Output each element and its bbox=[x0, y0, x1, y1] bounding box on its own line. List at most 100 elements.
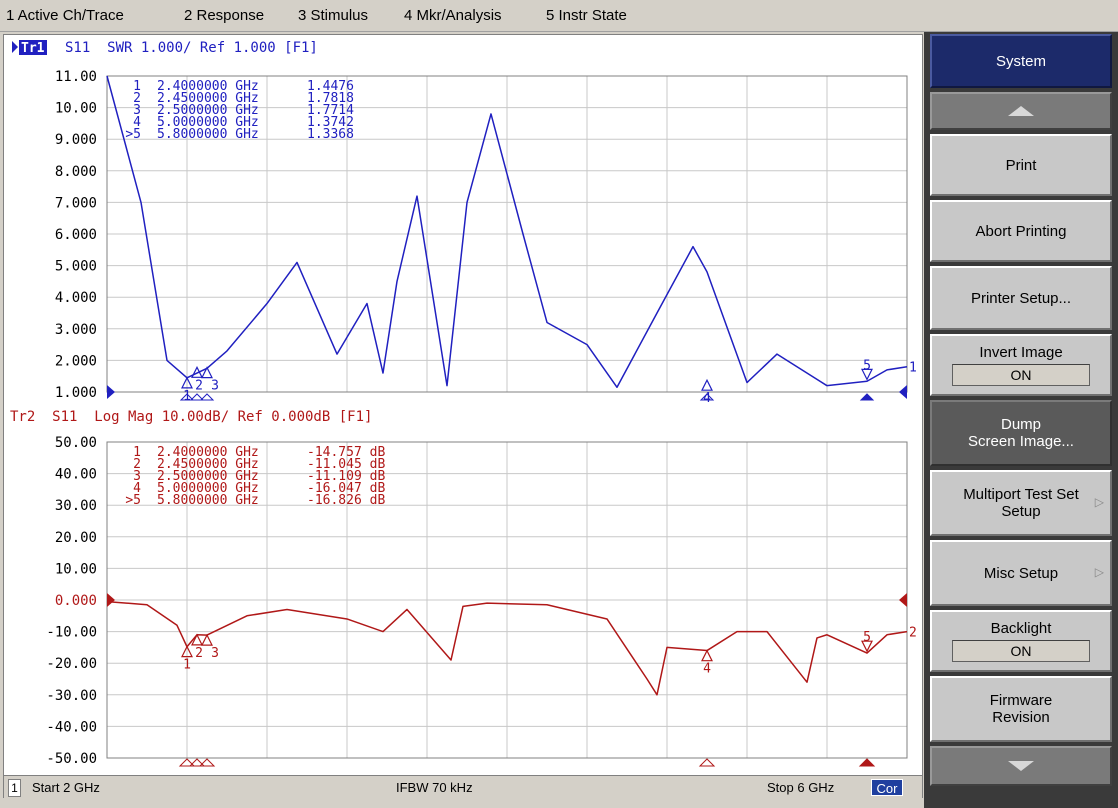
tr1-marker-value: 1.3742 bbox=[307, 115, 354, 130]
menu-response[interactable]: 2 Response bbox=[184, 7, 265, 24]
dump-screen-image-button[interactable]: Dump Screen Image... bbox=[930, 400, 1112, 466]
invert-image-label: Invert Image bbox=[979, 344, 1063, 361]
tr2-marker-position-icon bbox=[198, 758, 216, 767]
tr1-header: S11 SWR 1.000/ Ref 1.000 [F1] bbox=[65, 40, 318, 56]
tr1-ref-right-arrow-icon bbox=[899, 385, 907, 399]
tr1-ref-left-arrow-icon bbox=[107, 385, 115, 399]
dump-label-line1: Dump bbox=[1000, 416, 1041, 433]
scroll-up-button[interactable] bbox=[930, 92, 1112, 130]
tr2-ytick-label: 50.00 bbox=[55, 435, 97, 451]
multiport-label-line2: Setup bbox=[1001, 503, 1041, 520]
tr1-ytick-label: 10.00 bbox=[55, 101, 97, 117]
misc-setup-label: Misc Setup bbox=[983, 564, 1059, 582]
tr1-marker-label: 1 bbox=[183, 389, 191, 404]
tr1-ytick-label: 6.000 bbox=[55, 227, 97, 243]
abort-printing-button[interactable]: Abort Printing bbox=[930, 200, 1112, 262]
tr1-marker-position-icon bbox=[179, 393, 195, 401]
print-button[interactable]: Print bbox=[930, 134, 1112, 196]
tr1-marker-num: >5 bbox=[125, 127, 141, 142]
tr2-marker-value: -11.045 dB bbox=[307, 457, 385, 472]
tr1-ytick-label: 5.000 bbox=[55, 259, 97, 275]
printer-setup-button[interactable]: Printer Setup... bbox=[930, 266, 1112, 330]
tr1-marker-num: 1 bbox=[133, 79, 141, 94]
tr2-ref-left-arrow-icon bbox=[107, 593, 115, 607]
tr2-marker-triangle-icon bbox=[861, 640, 873, 653]
tr2-marker-label: 5 bbox=[863, 630, 871, 645]
scroll-down-button[interactable] bbox=[930, 746, 1112, 786]
multiport-test-set-setup-button[interactable]: Multiport Test Set Setup ▷ bbox=[930, 470, 1112, 536]
tr2-marker-num: 4 bbox=[133, 481, 141, 496]
dump-label-line2: Screen Image... bbox=[968, 433, 1074, 450]
status-bar: 1 Start 2 GHz IFBW 70 kHz Stop 6 GHz Cor bbox=[4, 775, 922, 799]
misc-setup-button[interactable]: Misc Setup ▷ bbox=[930, 540, 1112, 606]
tr1-marker-triangle-icon bbox=[861, 368, 873, 381]
tr2-marker-label: 1 bbox=[183, 658, 191, 673]
tr2-ytick-label: -40.00 bbox=[46, 719, 97, 735]
menu-bar: 1 Active Ch/Trace 2 Response 3 Stimulus … bbox=[0, 0, 1118, 32]
tr1-marker-freq: 5.0000000 GHz bbox=[157, 115, 259, 130]
tr2-marker-num: 3 bbox=[133, 469, 141, 484]
tr2-marker-freq: 2.4500000 GHz bbox=[157, 457, 259, 472]
tr1-marker-num: 4 bbox=[133, 115, 141, 130]
tr2-marker-label: 3 bbox=[211, 646, 219, 661]
firmware-label-line2: Revision bbox=[992, 709, 1050, 726]
tr1-marker-position-icon bbox=[699, 393, 715, 401]
tr2-marker-triangle-icon bbox=[191, 633, 203, 646]
tr1-marker-freq: 2.4000000 GHz bbox=[157, 79, 259, 94]
tr1-ytick-label: 1.000 bbox=[55, 385, 97, 401]
tr1-trace-line bbox=[106, 75, 908, 389]
tr1-marker-num: 2 bbox=[133, 91, 141, 106]
tr2-marker-label: 2 bbox=[195, 646, 203, 661]
tr2-marker-triangle-icon bbox=[201, 633, 213, 646]
multiport-label-line1: Multiport Test Set bbox=[963, 486, 1079, 503]
tr2-marker-num: 2 bbox=[133, 457, 141, 472]
tr2-marker-freq: 5.8000000 GHz bbox=[157, 493, 259, 508]
tr1-marker-position-icon bbox=[189, 393, 205, 401]
tr2-ytick-label: 20.00 bbox=[55, 530, 97, 546]
backlight-label: Backlight bbox=[990, 620, 1052, 637]
tr1-marker-triangle-icon bbox=[201, 366, 213, 379]
tr2-trace-end-label: 2 bbox=[909, 626, 917, 641]
firmware-label-line1: Firmware bbox=[989, 692, 1053, 709]
tr1-marker-value: 1.4476 bbox=[307, 79, 354, 94]
tr1-marker-value: 1.7818 bbox=[307, 91, 354, 106]
tr2-marker-triangle-icon bbox=[701, 649, 713, 662]
channel-number[interactable]: 1 bbox=[8, 779, 21, 797]
correction-badge: Cor bbox=[871, 779, 903, 796]
menu-stimulus[interactable]: 3 Stimulus bbox=[298, 7, 369, 24]
tr2-marker-freq: 2.4000000 GHz bbox=[157, 445, 259, 460]
tr1-trace-end-label: 1 bbox=[909, 361, 917, 376]
softkey-panel: System Print Abort Printing Printer Setu… bbox=[924, 32, 1118, 808]
tr1-marker-position-icon bbox=[859, 393, 875, 401]
firmware-revision-button[interactable]: Firmware Revision bbox=[930, 676, 1112, 742]
tr2-marker-triangle-icon bbox=[181, 645, 193, 658]
tr2-marker-freq: 5.0000000 GHz bbox=[157, 481, 259, 496]
tr2-ytick-label: -30.00 bbox=[46, 688, 97, 704]
tr1-marker-label: 2 bbox=[195, 378, 203, 393]
tr1-marker-triangle-icon bbox=[701, 378, 713, 391]
tr2-marker-position-icon bbox=[698, 758, 716, 767]
backlight-button[interactable]: Backlight ON bbox=[930, 610, 1112, 672]
tr2-marker-num: >5 bbox=[125, 493, 141, 508]
tr2-marker-value: -11.109 dB bbox=[307, 469, 385, 484]
measurement-screen: Tr1 S11 SWR 1.000/ Ref 1.000 [F1] 11.00 1… bbox=[3, 34, 923, 799]
tr2-marker-value: -16.826 dB bbox=[307, 493, 385, 508]
menu-mkr-analysis[interactable]: 4 Mkr/Analysis bbox=[404, 7, 502, 24]
menu-active-ch-trace[interactable]: 1 Active Ch/Trace bbox=[6, 7, 124, 24]
menu-instr-state[interactable]: 5 Instr State bbox=[546, 7, 627, 24]
invert-image-button[interactable]: Invert Image ON bbox=[930, 334, 1112, 396]
trace-display: Tr1 S11 SWR 1.000/ Ref 1.000 [F1] 11.001… bbox=[10, 40, 917, 767]
tr1-marker-freq: 5.8000000 GHz bbox=[157, 127, 259, 142]
tr2-marker-position-icon bbox=[188, 758, 206, 767]
tr2-marker-num: 1 bbox=[133, 445, 141, 460]
softkey-title-system: System bbox=[930, 34, 1112, 88]
tr2-ytick-label: 30.00 bbox=[55, 498, 97, 514]
tr2-ytick-label: -20.00 bbox=[46, 656, 97, 672]
tr1-marker-label: 5 bbox=[863, 358, 871, 373]
tr1-marker-triangle-icon bbox=[181, 376, 193, 389]
tr1-ytick-label: 4.000 bbox=[55, 290, 97, 306]
tr2-marker-label: 4 bbox=[703, 662, 711, 677]
tr1-badge[interactable] bbox=[19, 40, 47, 55]
tr2-marker-position-icon bbox=[858, 758, 876, 767]
tr1-marker-position-icon bbox=[199, 393, 215, 401]
